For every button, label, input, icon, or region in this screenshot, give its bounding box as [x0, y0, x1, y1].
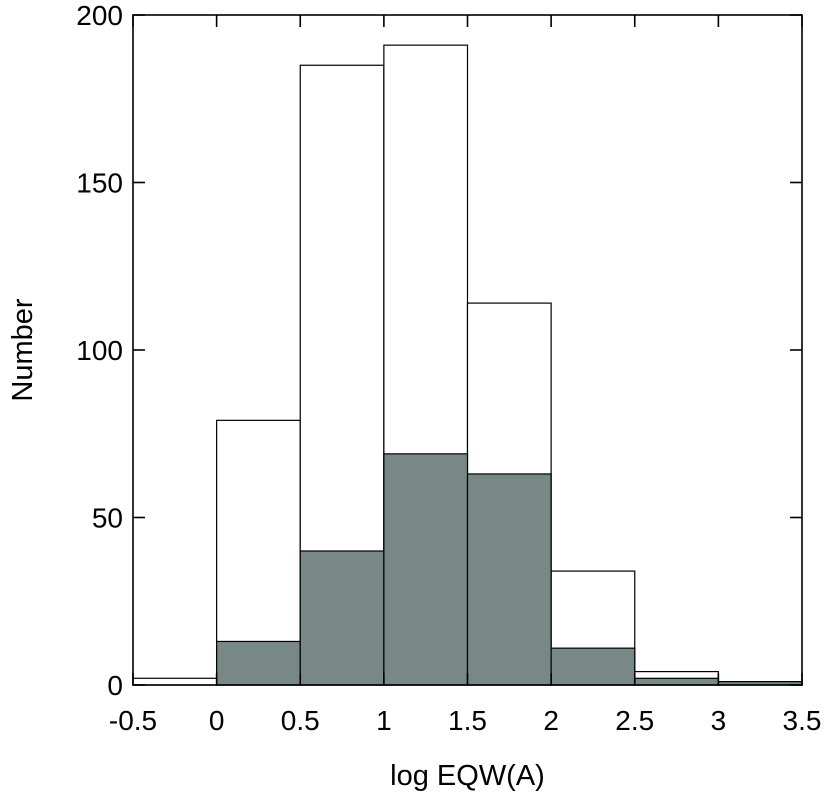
bars-layer — [132, 44, 803, 686]
y-tick-label-3: 150 — [76, 168, 123, 199]
filled-bar-1 — [216, 640, 301, 686]
filled-bar-2 — [299, 550, 385, 686]
x-tick-label-7: 3 — [711, 705, 727, 736]
filled-bar-6 — [634, 677, 719, 686]
x-tick-label-4: 1.5 — [448, 705, 487, 736]
x-tick-label-1: 0 — [209, 705, 225, 736]
y-tick-label-1: 50 — [92, 503, 123, 534]
x-axis-title: log EQW(A) — [390, 760, 545, 792]
filled-bar-3 — [383, 453, 469, 686]
x-tick-label-6: 2.5 — [615, 705, 654, 736]
filled-bar-5 — [550, 647, 636, 686]
y-axis-title: Number — [7, 298, 39, 401]
outline-bar-0 — [132, 677, 218, 686]
x-tick-label-2: 0.5 — [281, 705, 320, 736]
y-tick-label-2: 100 — [76, 335, 123, 366]
ticks-layer — [132, 14, 803, 686]
labels-layer: -0.5 0 0.5 1 1.5 2 2.5 3 3.5 0 50 100 150 200 — [76, 0, 821, 736]
x-tick-label-5: 2 — [543, 705, 559, 736]
x-tick-label-3: 1 — [376, 705, 392, 736]
x-tick-label-8: 3.5 — [783, 705, 822, 736]
x-tick-label-0: -0.5 — [109, 705, 157, 736]
y-tick-label-0: 0 — [107, 670, 123, 701]
filled-bar-4 — [466, 473, 552, 686]
y-tick-label-4: 200 — [76, 0, 123, 31]
